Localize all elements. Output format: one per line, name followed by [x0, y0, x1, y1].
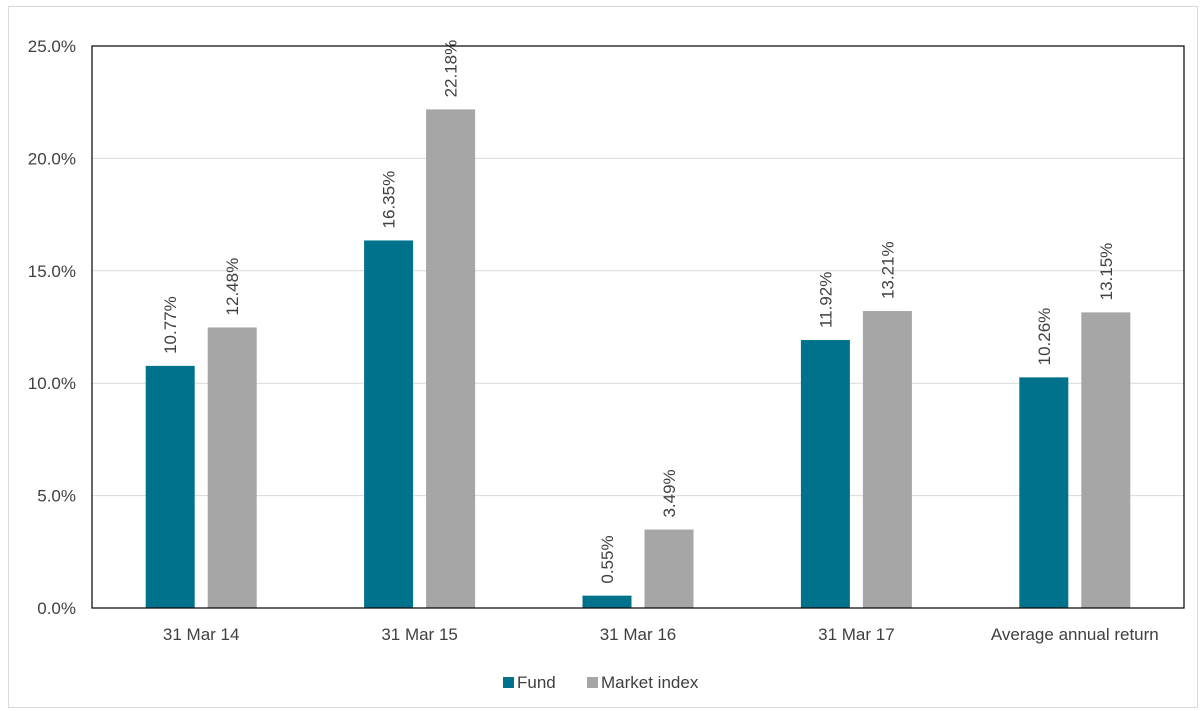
legend: Fund Market index: [503, 673, 699, 692]
bar-fund: [800, 340, 850, 608]
y-tick-label: 5.0%: [37, 487, 76, 506]
bar-market-index: [1081, 312, 1131, 608]
gridlines: [92, 157, 1184, 497]
plot-area-border: [91, 45, 1185, 609]
x-tick-label: Average annual return: [991, 625, 1159, 644]
x-tick-label: 31 Mar 14: [163, 625, 240, 644]
data-label: 0.55%: [598, 535, 617, 583]
y-tick-label: 20.0%: [28, 149, 76, 168]
bar-market-index: [862, 311, 912, 608]
bars: [145, 109, 1131, 608]
x-tick-label: 31 Mar 17: [818, 625, 895, 644]
data-label: 12.48%: [223, 258, 242, 316]
axes: 0.0% 5.0% 10.0% 15.0% 20.0% 25.0% 31 Mar 14 31 …: [28, 37, 1185, 644]
legend-label: Fund: [517, 673, 556, 692]
data-label: 16.35%: [380, 171, 399, 229]
bar-fund: [1019, 377, 1069, 608]
bar-fund: [364, 240, 414, 608]
legend-swatch: [587, 677, 598, 688]
data-label: 13.21%: [878, 241, 897, 299]
bar-market-index: [644, 529, 694, 608]
data-label: 10.77%: [161, 296, 180, 354]
bar-market-index: [207, 327, 257, 608]
bar-fund: [582, 595, 632, 608]
legend-label: Market index: [601, 673, 699, 692]
y-tick-label: 10.0%: [28, 374, 76, 393]
y-tick-label: 25.0%: [28, 37, 76, 56]
legend-swatch: [503, 677, 514, 688]
data-label: 10.26%: [1035, 308, 1054, 366]
x-tick-label: 31 Mar 16: [600, 625, 677, 644]
data-label: 22.18%: [442, 40, 461, 98]
bar-market-index: [426, 109, 476, 608]
y-tick-label: 0.0%: [37, 599, 76, 618]
data-labels: 10.77% 12.48% 16.35% 22.18% 0.55% 3.49% 11.92%…: [161, 40, 1116, 584]
y-tick-label: 15.0%: [28, 262, 76, 281]
data-label: 3.49%: [660, 469, 679, 517]
x-tick-label: 31 Mar 15: [381, 625, 458, 644]
data-label: 11.92%: [816, 272, 835, 328]
data-label: 13.15%: [1097, 243, 1116, 301]
bar-fund: [145, 365, 195, 608]
chart-frame: [8, 6, 1198, 708]
